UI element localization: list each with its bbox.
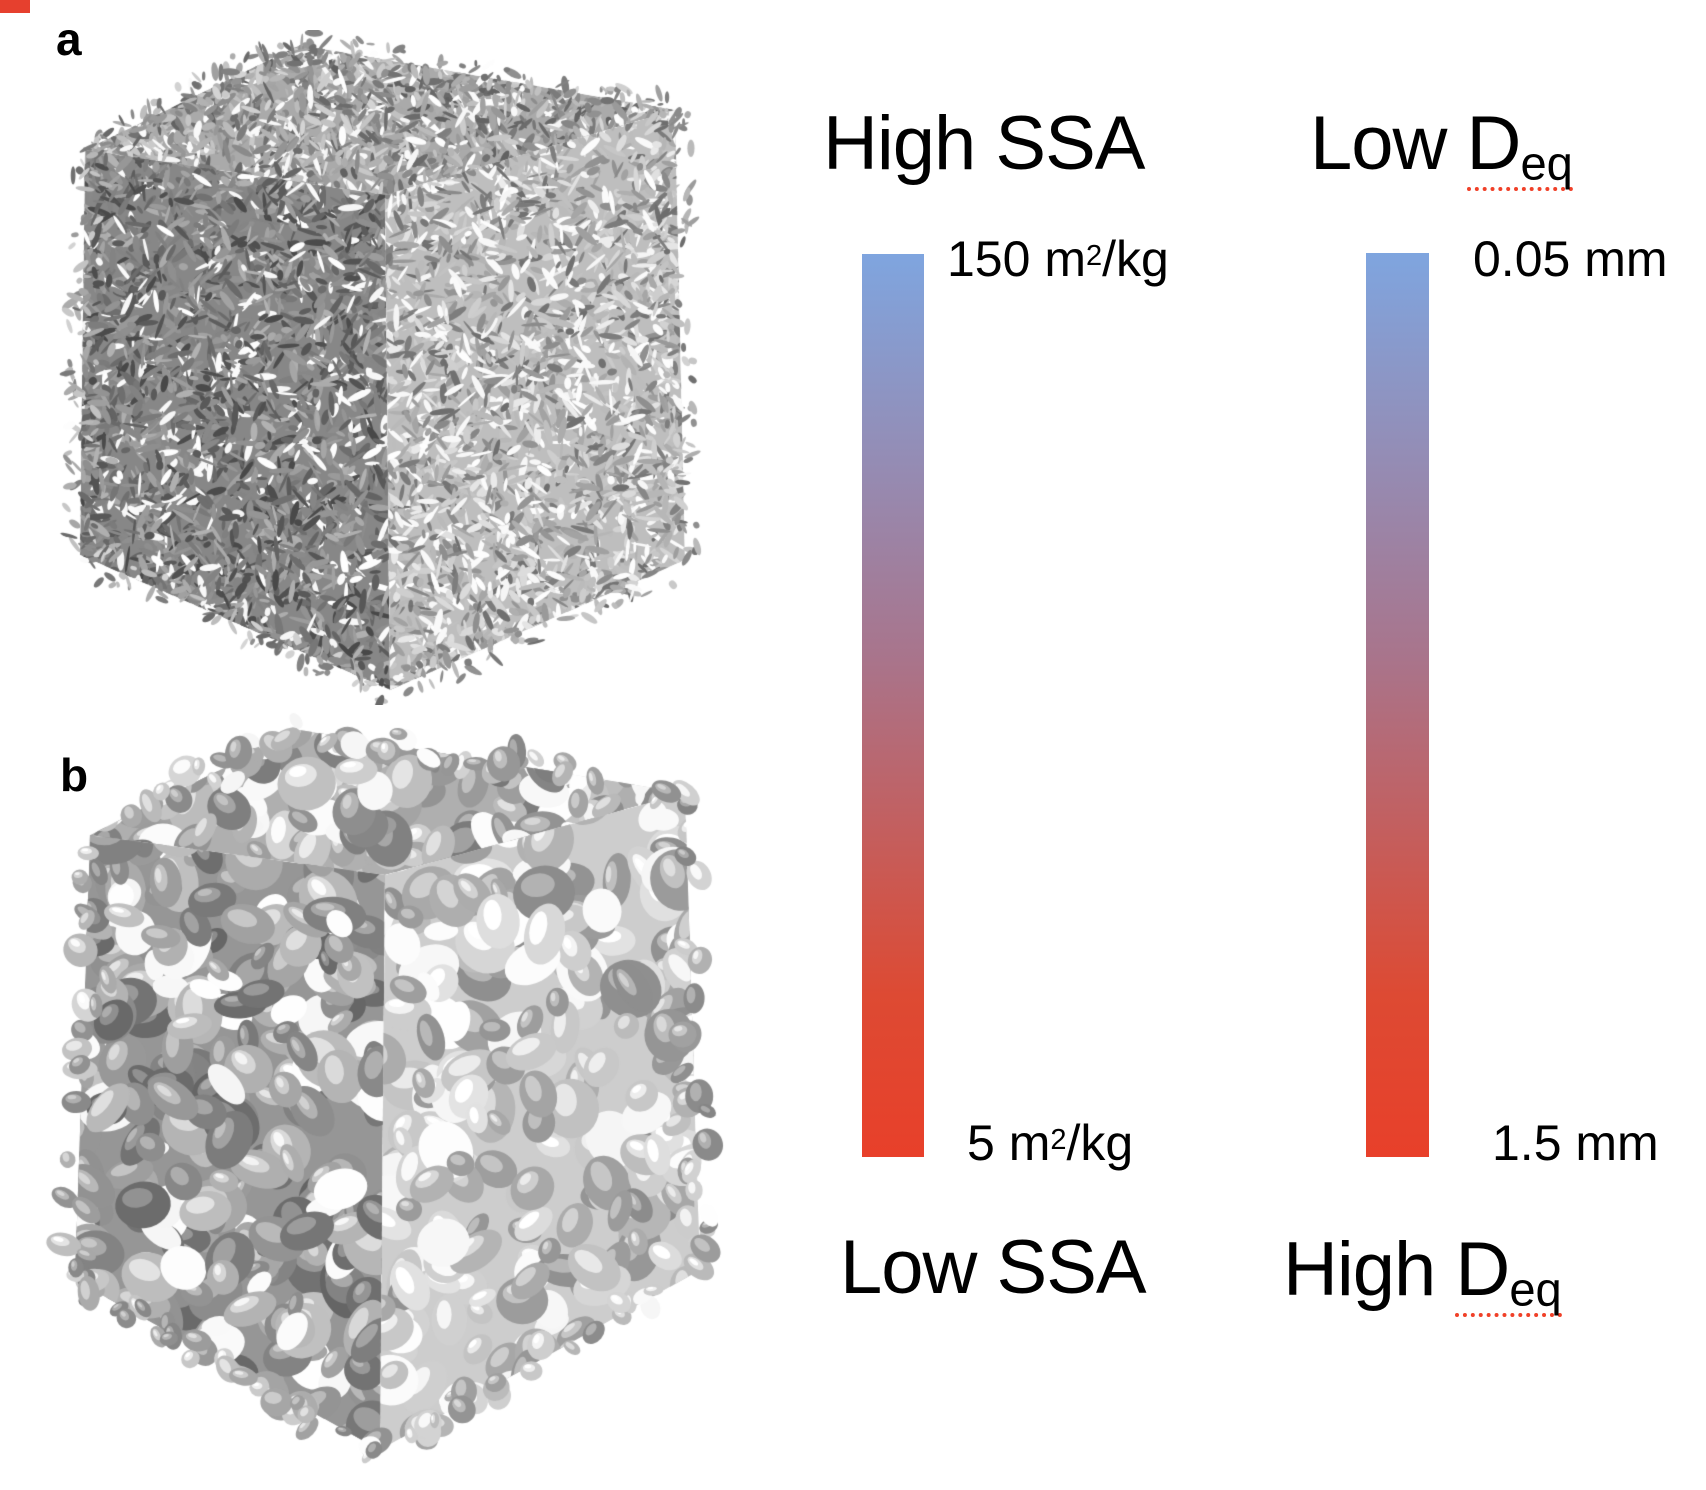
ssa-max-value: 150 m2/kg	[947, 231, 1169, 287]
deq-high-label-prefix: High	[1283, 1227, 1456, 1312]
deq-symbol: D	[1455, 1227, 1510, 1312]
superscript-2: 2	[1050, 1123, 1067, 1156]
deq-low-label: Low Deq	[1310, 101, 1573, 191]
deq-max-value: 1.5 mm	[1492, 1115, 1659, 1171]
cropped-red-mark	[0, 0, 30, 13]
deq-term-misspelled: Deq	[1466, 101, 1573, 191]
deq-subscript: eq	[1520, 136, 1573, 190]
panel-a-3d-render	[25, 30, 725, 705]
deq-symbol: D	[1466, 101, 1522, 186]
deq-high-label: High Deq	[1283, 1227, 1562, 1317]
deq-subscript: eq	[1509, 1262, 1562, 1316]
ssa-high-label: High SSA	[823, 101, 1145, 186]
ssa-colorbar	[862, 254, 924, 1157]
deq-min-value: 0.05 mm	[1473, 231, 1668, 287]
deq-low-label-prefix: Low	[1310, 101, 1467, 186]
deq-colorbar	[1366, 253, 1429, 1157]
ssa-low-label: Low SSA	[840, 1225, 1147, 1310]
panel-b-3d-render	[30, 705, 730, 1475]
ssa-min-value: 5 m2/kg	[967, 1115, 1134, 1171]
deq-term-misspelled: Deq	[1455, 1227, 1562, 1317]
superscript-2: 2	[1085, 239, 1103, 272]
